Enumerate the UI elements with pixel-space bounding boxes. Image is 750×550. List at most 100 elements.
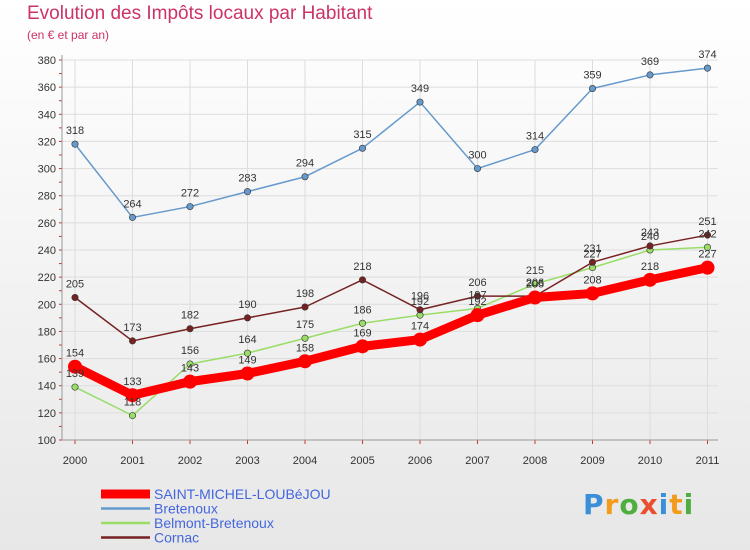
- data-labels: 318 264 272 283 294 315 349 300 314 359 369 374 139 1…: [66, 49, 717, 408]
- data-label: 133: [123, 376, 141, 388]
- data-label: 264: [123, 198, 141, 210]
- y-tick-label: 320: [38, 136, 56, 148]
- y-tick-label: 100: [38, 435, 56, 447]
- data-label: 215: [526, 265, 544, 277]
- data-label: 243: [641, 227, 659, 239]
- data-point: [244, 314, 252, 322]
- y-tick-label: 220: [38, 272, 56, 284]
- data-point: [129, 412, 137, 420]
- data-label: 218: [641, 261, 659, 273]
- y-tick-label: 360: [38, 82, 56, 94]
- data-point: [358, 144, 366, 152]
- data-label: 205: [66, 279, 84, 291]
- data-label: 314: [526, 131, 544, 143]
- data-point: [646, 242, 654, 250]
- chart-title: Evolution des Impôts locaux par Habitant: [27, 3, 373, 24]
- y-tick-label: 340: [38, 109, 56, 121]
- data-label: 182: [181, 310, 199, 322]
- data-label: 149: [238, 355, 256, 367]
- series-line-2: [74, 246, 709, 417]
- data-label: 196: [411, 291, 429, 303]
- x-tick-label: 2003: [235, 455, 259, 467]
- logo-letter: o: [619, 488, 640, 521]
- data-label: 369: [641, 56, 659, 68]
- data-point: [531, 280, 539, 288]
- data-point: [531, 146, 539, 154]
- axes: 100 120 140 160 180 200 220 240 260 280 300 320 340 3…: [38, 55, 719, 467]
- x-tick-label: 2010: [638, 455, 662, 467]
- data-point: [68, 359, 82, 374]
- x-tick-label: 2001: [120, 455, 144, 467]
- data-label: 186: [353, 304, 371, 316]
- x-tick-label: 2005: [350, 455, 374, 467]
- data-label: 198: [296, 288, 314, 300]
- logo-letter: P: [583, 488, 605, 521]
- data-point: [186, 325, 194, 333]
- data-label: 190: [238, 299, 256, 311]
- y-tick-label: 180: [38, 326, 56, 338]
- y-tick-label: 280: [38, 191, 56, 203]
- logo-letter: i: [658, 488, 670, 521]
- series-lines: [70, 67, 712, 417]
- data-point: [186, 203, 194, 211]
- data-label: 192: [468, 296, 486, 308]
- proxiti-logo: Proxiti: [583, 488, 694, 521]
- data-label: 318: [66, 125, 84, 137]
- y-tick-label: 120: [38, 408, 56, 420]
- data-point: [703, 243, 711, 251]
- data-label: 231: [583, 243, 601, 255]
- data-label: 143: [181, 363, 199, 375]
- data-point: [240, 366, 255, 381]
- data-label: 272: [181, 188, 199, 200]
- data-point: [703, 231, 711, 239]
- data-label: 242: [698, 228, 716, 240]
- legend-label: Bretenoux: [154, 501, 218, 517]
- series-line-3: [74, 234, 709, 342]
- data-point: [413, 332, 427, 347]
- data-point: [301, 173, 309, 181]
- data-point: [703, 64, 711, 72]
- y-tick-label: 140: [38, 381, 56, 393]
- data-point: [244, 188, 252, 196]
- data-point: [646, 71, 654, 79]
- data-label: 173: [123, 322, 141, 334]
- legend: SAINT-MICHEL-LOUBéJOUBretenouxBelmont-Br…: [101, 486, 331, 546]
- data-label: 283: [238, 173, 256, 185]
- data-label: 156: [181, 345, 199, 357]
- data-label: 227: [698, 249, 716, 261]
- data-point: [585, 286, 600, 301]
- data-label: 158: [296, 342, 314, 354]
- data-point: [71, 383, 79, 391]
- data-point: [301, 334, 309, 342]
- data-point: [355, 339, 370, 354]
- data-point: [473, 292, 481, 300]
- x-tick-label: 2004: [293, 455, 317, 467]
- logo-letter: x: [639, 488, 659, 521]
- data-label: 175: [296, 319, 314, 331]
- legend-label: Cornac: [154, 530, 199, 546]
- y-tick-label: 240: [38, 245, 56, 257]
- series-line-0: [70, 263, 712, 400]
- series-line-1: [74, 67, 709, 219]
- data-point: [298, 354, 312, 369]
- data-points: [68, 64, 715, 420]
- data-label: 206: [468, 277, 486, 289]
- data-label: 251: [698, 216, 716, 228]
- data-point: [700, 260, 715, 275]
- data-label: 218: [353, 261, 371, 273]
- logo-letter: r: [604, 488, 620, 521]
- data-point: [183, 374, 197, 389]
- data-label: 294: [296, 158, 314, 170]
- data-point: [244, 349, 252, 357]
- data-point: [470, 308, 485, 323]
- x-tick-label: 2008: [523, 455, 547, 467]
- data-point: [473, 165, 481, 173]
- data-point: [528, 290, 542, 305]
- data-label: 359: [583, 70, 601, 82]
- grid-lines: [62, 59, 718, 441]
- x-tick-label: 2009: [580, 455, 604, 467]
- data-point: [588, 85, 596, 93]
- logo-letter: i: [683, 488, 695, 521]
